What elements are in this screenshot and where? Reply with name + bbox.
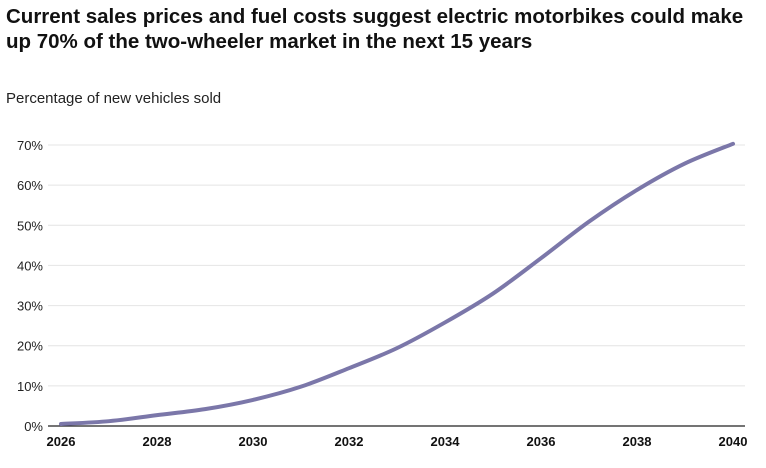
y-tick-label: 30% [17,299,43,314]
x-tick-label: 2028 [143,434,172,449]
x-tick-label: 2026 [47,434,76,449]
series-line [59,141,735,426]
y-tick-label: 40% [17,258,43,273]
y-tick-label: 50% [17,218,43,233]
x-tick-label: 2036 [527,434,556,449]
y-tick-label: 10% [17,379,43,394]
y-tick-label: 0% [24,419,43,434]
y-tick-label: 70% [17,138,43,153]
chart-subtitle: Percentage of new vehicles sold [6,90,222,107]
y-tick-label: 20% [17,339,43,354]
x-tick-label: 2038 [623,434,652,449]
x-tick-label: 2040 [719,434,748,449]
chart-title: Current sales prices and fuel costs sugg… [6,5,744,53]
x-tick-label: 2030 [239,434,268,449]
y-tick-label: 60% [17,178,43,193]
x-tick-label: 2032 [335,434,364,449]
x-tick-label: 2034 [431,434,461,449]
